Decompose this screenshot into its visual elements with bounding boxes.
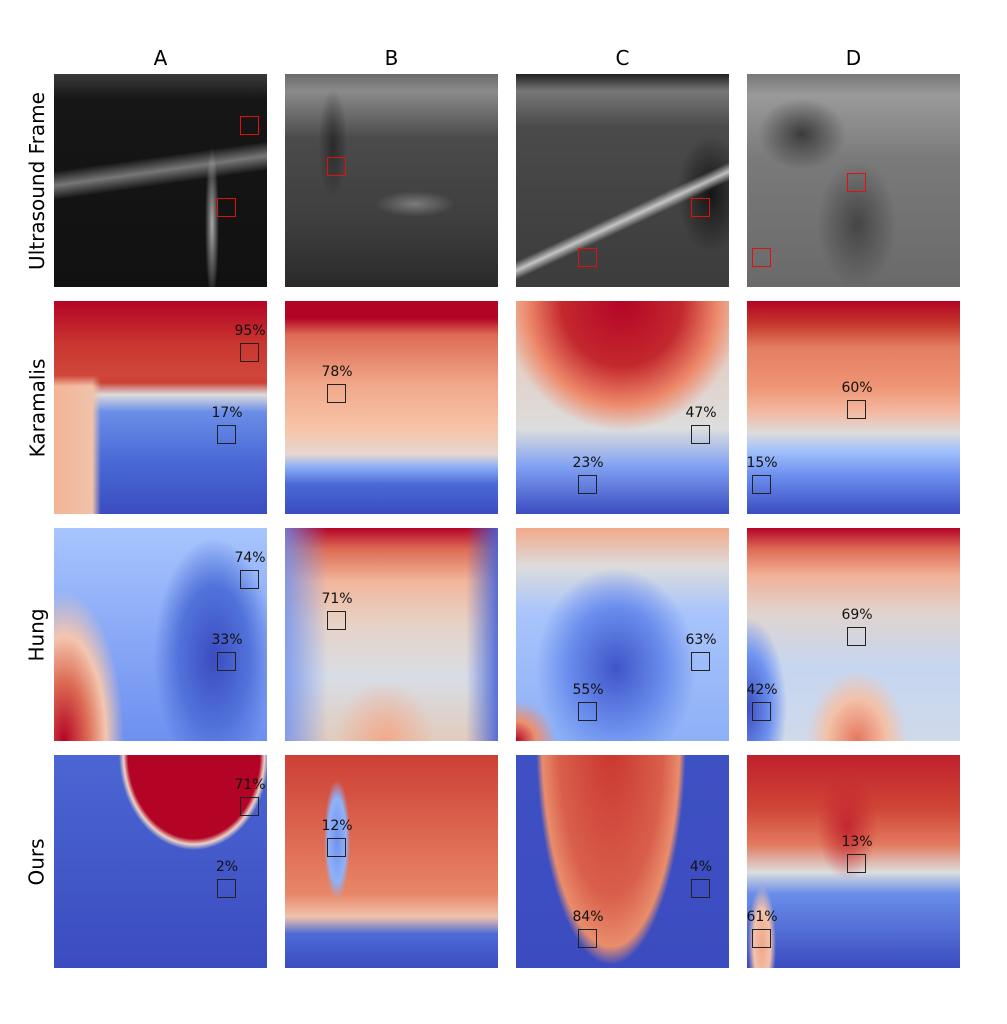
roi-box	[691, 198, 710, 217]
confidence-label: 12%	[321, 818, 353, 834]
row-label-hung: Hung	[22, 528, 52, 741]
roi-box	[847, 627, 866, 646]
confidence-label: 42%	[747, 682, 778, 698]
roi-box	[847, 854, 866, 873]
roi-box	[752, 475, 771, 494]
karamalis-panel-a: 95% 17%	[54, 301, 267, 514]
confidence-label: 2%	[215, 859, 239, 875]
roi-box	[217, 879, 236, 898]
confidence-label: 17%	[211, 405, 243, 421]
confidence-label: 4%	[689, 859, 713, 875]
hung-panel-a: 74% 33%	[54, 528, 267, 741]
column-title-c: C	[615, 46, 630, 70]
ours-panel-d: 13% 61%	[747, 755, 960, 968]
karamalis-panel-d: 60% 15%	[747, 301, 960, 514]
hung-panel-c: 63% 55%	[516, 528, 729, 741]
roi-box	[691, 425, 710, 444]
ultrasound-panel-d	[747, 74, 960, 287]
row-label-karamalis: Karamalis	[22, 301, 52, 514]
confidence-label: 23%	[572, 455, 604, 471]
roi-box	[327, 838, 346, 857]
roi-box	[327, 611, 346, 630]
roi-box	[240, 343, 259, 362]
column-title-b: B	[384, 46, 399, 70]
ultrasound-panel-c	[516, 74, 729, 287]
ultrasound-panel-b	[285, 74, 498, 287]
column-title-d: D	[845, 46, 862, 70]
confidence-label: 69%	[841, 607, 873, 623]
row-label-text: Ultrasound Frame	[25, 91, 50, 270]
confidence-label: 74%	[234, 550, 266, 566]
roi-box	[240, 570, 259, 589]
roi-box	[752, 929, 771, 948]
confidence-label: 84%	[572, 909, 604, 925]
roi-box	[691, 652, 710, 671]
column-title-a: A	[153, 46, 168, 70]
roi-box	[578, 248, 597, 267]
roi-box	[240, 116, 259, 135]
row-label-ultrasound: Ultrasound Frame	[22, 74, 52, 287]
roi-box	[217, 425, 236, 444]
roi-box	[691, 879, 710, 898]
roi-box	[578, 702, 597, 721]
roi-box	[217, 198, 236, 217]
confidence-label: 95%	[234, 323, 266, 339]
confidence-label: 15%	[747, 455, 778, 471]
row-label-text: Hung	[25, 607, 49, 662]
hung-panel-d: 69% 42%	[747, 528, 960, 741]
confidence-label: 47%	[685, 405, 717, 421]
ours-panel-b: 12%	[285, 755, 498, 968]
roi-box	[327, 157, 346, 176]
row-label-text: Ours	[25, 837, 49, 886]
confidence-label: 60%	[841, 380, 873, 396]
confidence-label: 55%	[572, 682, 604, 698]
confidence-label: 61%	[747, 909, 778, 925]
confidence-label: 71%	[321, 591, 353, 607]
roi-box	[578, 929, 597, 948]
roi-box	[327, 384, 346, 403]
karamalis-panel-c: 47% 23%	[516, 301, 729, 514]
ours-panel-c: 4% 84%	[516, 755, 729, 968]
confidence-label: 63%	[685, 632, 717, 648]
roi-box	[847, 400, 866, 419]
ours-panel-a: 71% 2%	[54, 755, 267, 968]
roi-box	[847, 173, 866, 192]
ultrasound-panel-a	[54, 74, 267, 287]
hung-panel-b: 71%	[285, 528, 498, 741]
roi-box	[752, 248, 771, 267]
confidence-label: 13%	[841, 834, 873, 850]
row-label-text: Karamalis	[25, 358, 49, 457]
roi-box	[240, 797, 259, 816]
row-label-ours: Ours	[22, 755, 52, 968]
confidence-label: 78%	[321, 364, 353, 380]
roi-box	[217, 652, 236, 671]
roi-box	[752, 702, 771, 721]
confidence-label: 71%	[234, 777, 266, 793]
roi-box	[578, 475, 597, 494]
confidence-label: 33%	[211, 632, 243, 648]
karamalis-panel-b: 78%	[285, 301, 498, 514]
